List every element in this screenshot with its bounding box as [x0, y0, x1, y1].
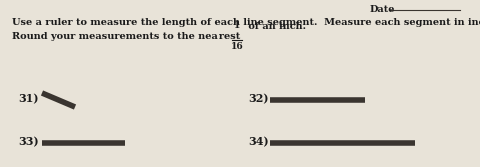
Text: Round your measurements to the nea rest: Round your measurements to the nea rest — [12, 32, 244, 41]
Text: Use a ruler to measure the length of each line segment.  Measure each segment in: Use a ruler to measure the length of eac… — [12, 18, 480, 27]
Text: Date: Date — [370, 5, 396, 14]
Text: 16: 16 — [230, 42, 243, 51]
Text: 1: 1 — [234, 21, 240, 30]
Text: 31): 31) — [18, 93, 38, 104]
Text: 34): 34) — [248, 136, 269, 147]
Text: of an inch.: of an inch. — [245, 22, 306, 31]
Text: 32): 32) — [248, 93, 268, 104]
Text: 33): 33) — [18, 136, 38, 147]
